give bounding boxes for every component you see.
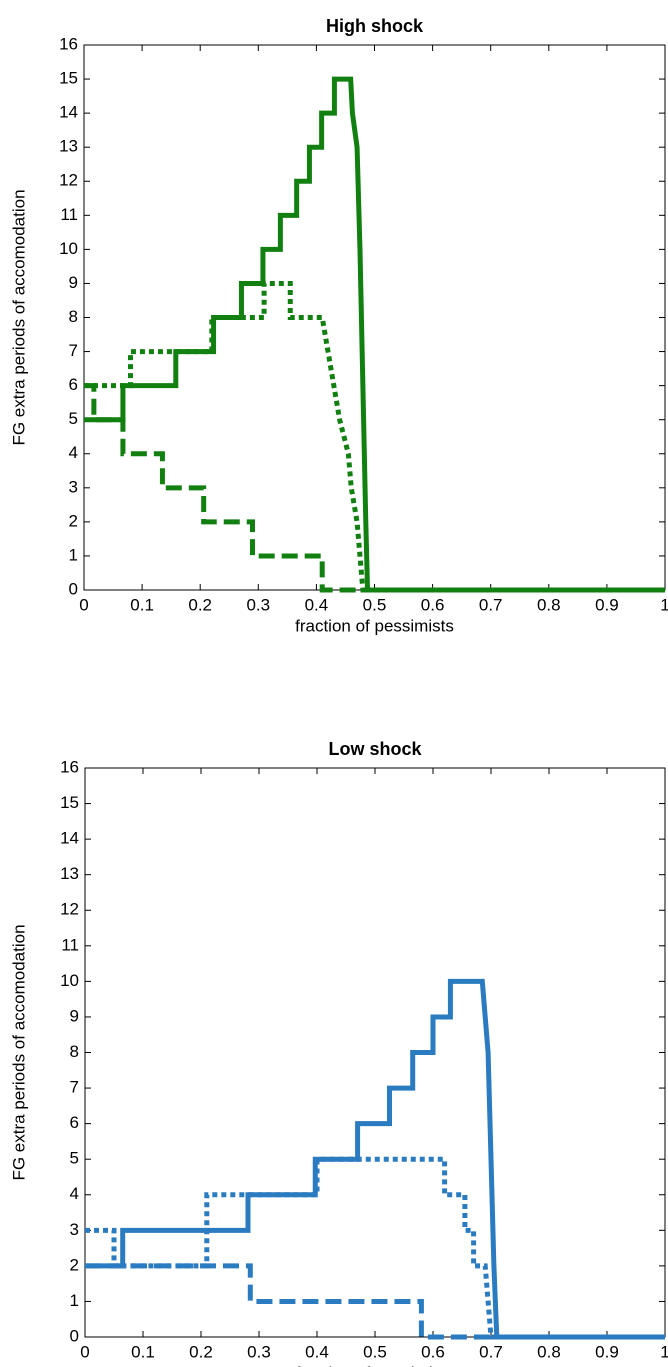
y-tick-label: 7: [70, 1078, 79, 1097]
y-tick-label: 5: [69, 409, 78, 428]
y-tick-label: 9: [70, 1006, 79, 1025]
chart-title: High shock: [326, 16, 424, 36]
y-tick-label: 3: [69, 477, 78, 496]
y-tick-label: 8: [69, 307, 78, 326]
y-tick-label: 11: [61, 935, 79, 954]
x-tick-label: 1: [660, 595, 668, 614]
y-tick-label: 14: [59, 103, 78, 122]
y-tick-label: 3: [70, 1220, 79, 1239]
x-tick-label: 0.9: [595, 1342, 619, 1361]
y-tick-label: 8: [70, 1042, 79, 1061]
y-tick-label: 2: [70, 1255, 79, 1274]
line-series: [84, 383, 665, 593]
line-series: [84, 280, 665, 593]
y-tick-label: 12: [60, 900, 79, 919]
line-series: [84, 76, 665, 593]
y-tick-label: 4: [70, 1184, 79, 1203]
y-axis-label: FG extra periods of accomodation: [9, 924, 28, 1180]
y-tick-label: 13: [59, 137, 78, 156]
y-tick-label: 16: [60, 757, 79, 776]
x-tick-label: 0.4: [305, 595, 329, 614]
x-tick-label: 0.8: [537, 595, 561, 614]
y-tick-label: 4: [69, 443, 78, 462]
line-series: [85, 1156, 665, 1340]
x-tick-label: 0.2: [188, 595, 212, 614]
y-tick-label: 10: [59, 239, 78, 258]
x-tick-label: 0.3: [247, 1342, 271, 1361]
x-tick-label: 0.2: [189, 1342, 213, 1361]
y-tick-label: 10: [60, 971, 79, 990]
x-tick-label: 0.5: [363, 595, 387, 614]
x-tick-label: 0.6: [421, 1342, 445, 1361]
y-tick-label: 2: [69, 511, 78, 530]
y-tick-label: 11: [60, 205, 78, 224]
chart-title: Low shock: [328, 739, 422, 759]
x-tick-label: 0.7: [479, 595, 503, 614]
x-tick-label: 0.1: [130, 595, 154, 614]
y-tick-label: 0: [70, 1326, 79, 1345]
x-tick-label: 0: [80, 1342, 89, 1361]
y-tick-label: 15: [60, 793, 79, 812]
y-tick-label: 13: [60, 864, 79, 883]
y-tick-label: 16: [59, 34, 78, 53]
y-tick-label: 1: [70, 1291, 79, 1310]
y-tick-label: 1: [69, 545, 78, 564]
x-axis-label: fraction of pessimists: [296, 1363, 455, 1367]
x-tick-label: 0.8: [537, 1342, 561, 1361]
y-tick-label: 5: [70, 1149, 79, 1168]
y-tick-label: 12: [59, 171, 78, 190]
plot-frame: [84, 767, 666, 1338]
x-tick-label: 0.9: [595, 595, 619, 614]
x-tick-label: 0.6: [421, 595, 445, 614]
y-tick-label: 7: [69, 341, 78, 360]
x-tick-label: 0.7: [479, 1342, 503, 1361]
x-tick-label: 0: [79, 595, 88, 614]
plot-frame: [83, 44, 666, 591]
y-axis-label: FG extra periods of accomodation: [9, 189, 28, 445]
y-tick-label: 6: [69, 375, 78, 394]
line-series: [85, 978, 665, 1340]
x-tick-label: 1: [660, 1342, 668, 1361]
x-tick-label: 0.1: [131, 1342, 155, 1361]
y-tick-label: 14: [60, 829, 79, 848]
y-tick-label: 0: [69, 579, 78, 598]
line-series: [85, 1263, 665, 1340]
x-tick-label: 0.3: [246, 595, 270, 614]
x-tick-label: 0.5: [363, 1342, 387, 1361]
x-tick-label: 0.4: [305, 1342, 329, 1361]
y-tick-label: 9: [69, 273, 78, 292]
y-tick-label: 15: [59, 69, 78, 88]
y-tick-label: 6: [70, 1113, 79, 1132]
x-axis-label: fraction of pessimists: [295, 616, 454, 635]
